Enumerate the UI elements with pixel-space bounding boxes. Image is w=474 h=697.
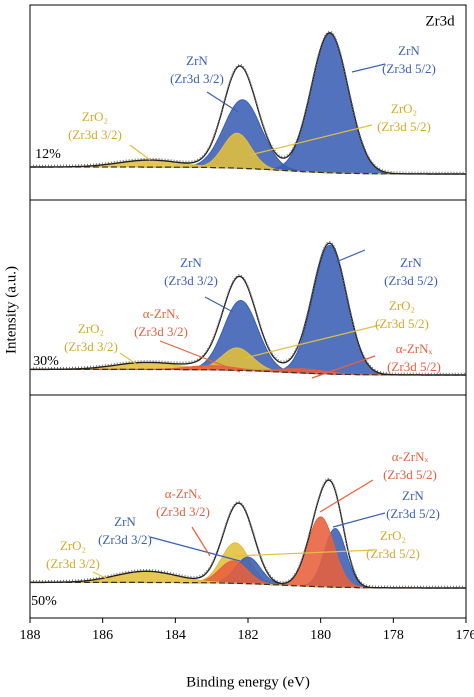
peak-label: ZrO₂: [380, 528, 406, 543]
peak-label: ZrN: [180, 255, 202, 270]
peak-label: α-ZrNₓ: [165, 486, 202, 501]
leader-line: [204, 296, 234, 313]
leader-line: [129, 144, 151, 161]
leader-line: [319, 479, 374, 513]
leader-line: [335, 249, 366, 263]
peak-sublabel: (Zr3d 3/2): [170, 71, 224, 86]
panel-label: 12%: [35, 147, 61, 162]
peak-label: ZrN: [400, 255, 422, 270]
peak-sublabel: (Zr3d 5/2): [366, 546, 420, 561]
peak-label: α-ZrNₓ: [396, 341, 433, 356]
envelope-line: [30, 242, 466, 376]
background-line: [30, 166, 466, 175]
peak-sublabel: (Zr3d 5/2): [382, 61, 436, 76]
peak-sublabel: (Zr3d 5/2): [375, 316, 429, 331]
peak-label: ZrO₂: [60, 538, 86, 553]
leader-line: [249, 124, 373, 156]
peak-label: ZrN: [186, 53, 208, 68]
panel-label: 30%: [33, 354, 59, 369]
envelope-line: [30, 32, 466, 175]
leader-line: [149, 536, 241, 562]
peak-label: α-ZrNₓ: [392, 449, 429, 464]
leader-line: [191, 526, 211, 557]
peak-sublabel: (Zr3d 5/2): [383, 467, 437, 482]
leader-line: [311, 355, 376, 379]
data-points: [30, 30, 466, 174]
x-tick-label: 178: [383, 628, 404, 643]
leader-line: [92, 571, 111, 581]
x-tick-label: 186: [92, 628, 113, 643]
leader-line: [119, 352, 143, 369]
peak-label: ZrO₂: [391, 101, 417, 116]
x-tick-label: 182: [238, 628, 259, 643]
envelope-line: [30, 479, 466, 589]
peak-sublabel: (Zr3d 3/2): [68, 127, 122, 142]
peak-label: ZrN: [114, 514, 136, 529]
peak-label: α-ZrNₓ: [143, 306, 180, 321]
peak-label: ZrO₂: [82, 109, 108, 124]
peak-sublabel: (Zr3d 3/2): [64, 339, 118, 354]
background-line: [30, 581, 466, 589]
data-points: [30, 240, 466, 375]
x-tick-label: 180: [310, 628, 331, 643]
panel-label: 50%: [31, 594, 57, 609]
leader-line: [244, 324, 381, 359]
chart-title: Zr3d: [425, 13, 455, 29]
leader-line: [159, 340, 241, 373]
x-axis-title: Binding energy (eV): [186, 674, 310, 690]
peak-sublabel: (Zr3d 3/2): [164, 273, 218, 288]
peak-label: ZrO₂: [78, 321, 104, 336]
peak-sublabel: (Zr3d 5/2): [384, 273, 438, 288]
x-tick-label: 188: [20, 628, 41, 643]
peak-sublabel: (Zr3d 3/2): [98, 532, 152, 547]
leader-line: [206, 91, 239, 113]
peak-sublabel: (Zr3d 3/2): [134, 324, 188, 339]
peak-sublabel: (Zr3d 3/2): [46, 556, 100, 571]
peak-label: ZrO₂: [389, 298, 415, 313]
peak-sublabel: (Zr3d 5/2): [386, 506, 440, 521]
leader-line: [351, 63, 386, 73]
peak-label: ZrN: [402, 488, 424, 503]
leader-line: [332, 512, 386, 528]
x-tick-label: 184: [165, 628, 186, 643]
peak-sublabel: (Zr3d 5/2): [377, 119, 431, 134]
peak-sublabel: (Zr3d 5/2): [387, 359, 441, 374]
peak-sublabel: (Zr3d 3/2): [156, 504, 210, 519]
y-axis-title: Intensity (a.u.): [3, 266, 19, 354]
leader-line: [234, 549, 376, 557]
x-tick-label: 176: [456, 628, 474, 643]
peak-label: ZrN: [398, 43, 420, 58]
